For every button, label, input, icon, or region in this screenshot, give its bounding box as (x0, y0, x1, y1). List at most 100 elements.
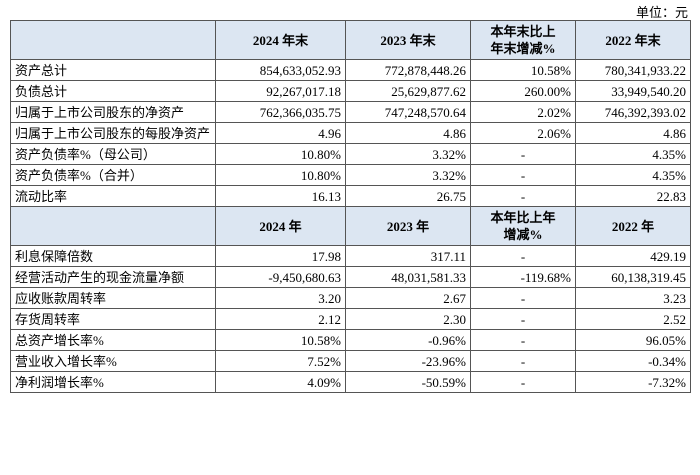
header-row: 2024 年末 2023 年末 本年末比上年末增减% 2022 年末 (10, 20, 691, 60)
table-row: 资产总计 854,633,052.93 772,878,448.26 10.58% 78… (10, 59, 691, 81)
cell: -0.96% (345, 329, 471, 351)
header-cell (10, 20, 216, 60)
cell: 2.02% (470, 101, 576, 123)
cell: 747,248,570.64 (345, 101, 471, 123)
cell: - (470, 308, 576, 330)
cell: 429.19 (575, 245, 691, 267)
row-label: 经营活动产生的现金流量净额 (10, 266, 216, 288)
cell: - (470, 245, 576, 267)
cell: 92,267,017.18 (215, 80, 346, 102)
cell: 2.06% (470, 122, 576, 144)
table-row: 经营活动产生的现金流量净额 -9,450,680.63 48,031,581.33-… (10, 266, 691, 288)
cell: - (470, 329, 576, 351)
header-cell: 2023 年末 (345, 20, 471, 60)
cell: 4.09% (215, 371, 346, 393)
table-row: 负债总计 92,267,017.18 25,629,877.62 260.00% 33,… (10, 80, 691, 102)
cell: -0.34% (575, 350, 691, 372)
table-row: 资产负债率%（合并） 10.80% 3.32% -4.35% (10, 164, 691, 186)
cell: 2.12 (215, 308, 346, 330)
cell: 4.96 (215, 122, 346, 144)
cell: -23.96% (345, 350, 471, 372)
table-row: 利息保障倍数 17.98 317.11-429.19 (10, 245, 691, 267)
cell: 17.98 (215, 245, 346, 267)
header-text: 2023 年 (386, 218, 430, 234)
cell: - (470, 143, 576, 165)
row-label: 应收账款周转率 (10, 287, 216, 309)
table-row: 存货周转率 2.12 2.30-2.52 (10, 308, 691, 330)
cell: 3.23 (575, 287, 691, 309)
table-row: 资产负债率%（母公司） 10.80% 3.32% -4.35% (10, 143, 691, 165)
cell: 16.13 (215, 185, 346, 207)
header-text: 2022 年末 (605, 32, 661, 48)
header-text: 本年末比上年末增减% (490, 24, 556, 56)
cell: 2.52 (575, 308, 691, 330)
cell: 22.83 (575, 185, 691, 207)
cell: 10.58% (215, 329, 346, 351)
header-cell: 2022 年 (575, 206, 691, 246)
cell: 7.52% (215, 350, 346, 372)
cell: -7.32% (575, 371, 691, 393)
cell: 60,138,319.45 (575, 266, 691, 288)
cell: 26.75 (345, 185, 471, 207)
header-text: 2024 年 (259, 218, 302, 234)
row-label: 营业收入增长率% (10, 350, 216, 372)
header-text: 2022 年 (611, 218, 655, 234)
header-cell: 2024 年末 (215, 20, 346, 60)
table-row: 营业收入增长率% 7.52% -23.96% - -0.34% (10, 350, 691, 372)
table-row: 流动比率 16.13 26.75-22.83 (10, 185, 691, 207)
cell: 48,031,581.33 (345, 266, 471, 288)
cell: 2.67 (345, 287, 471, 309)
cell: 3.32% (345, 164, 471, 186)
row-label: 归属于上市公司股东的每股净资产 (10, 122, 216, 144)
cell: 10.80% (215, 164, 346, 186)
header-cell (10, 206, 216, 246)
header-cell: 2022 年末 (575, 20, 691, 60)
cell: 4.35% (575, 164, 691, 186)
header-text: 本年比上年增减% (490, 210, 556, 242)
cell: - (470, 371, 576, 393)
cell: 854,633,052.93 (215, 59, 346, 81)
cell: - (470, 287, 576, 309)
cell: 4.86 (575, 122, 691, 144)
cell: 10.80% (215, 143, 346, 165)
cell: -9,450,680.63 (215, 266, 346, 288)
header-cell: 2023 年 (345, 206, 471, 246)
data-table: 2024 年末 2023 年末 本年末比上年末增减% 2022 年末资产总计 854,6… (10, 20, 691, 393)
cell: 772,878,448.26 (345, 59, 471, 81)
table-row: 归属于上市公司股东的每股净资产 4.96 4.86 2.06% 4.86 (10, 122, 691, 144)
cell: 2.30 (345, 308, 471, 330)
cell: 317.11 (345, 245, 471, 267)
cell: 762,366,035.75 (215, 101, 346, 123)
row-label: 负债总计 (10, 80, 216, 102)
cell: 780,341,933.22 (575, 59, 691, 81)
header-cell: 本年比上年增减% (470, 206, 576, 246)
cell: 4.35% (575, 143, 691, 165)
table-row: 应收账款周转率 3.20 2.67-3.23 (10, 287, 691, 309)
cell: 746,392,393.02 (575, 101, 691, 123)
row-label: 流动比率 (10, 185, 216, 207)
cell: -50.59% (345, 371, 471, 393)
cell: 33,949,540.20 (575, 80, 691, 102)
cell: 260.00% (470, 80, 576, 102)
cell: - (470, 350, 576, 372)
header-cell: 2024 年 (215, 206, 346, 246)
header-text: 2023 年末 (380, 32, 436, 48)
cell: 3.32% (345, 143, 471, 165)
row-label: 资产负债率%（母公司） (10, 143, 216, 165)
cell: -119.68% (470, 266, 576, 288)
row-label: 净利润增长率% (10, 371, 216, 393)
row-label: 利息保障倍数 (10, 245, 216, 267)
cell: 96.05% (575, 329, 691, 351)
table-row: 净利润增长率% 4.09% -50.59% - -7.32% (10, 371, 691, 393)
row-label: 总资产增长率% (10, 329, 216, 351)
cell: 25,629,877.62 (345, 80, 471, 102)
header-cell: 本年末比上年末增减% (470, 20, 576, 60)
row-label: 存货周转率 (10, 308, 216, 330)
row-label: 资产负债率%（合并） (10, 164, 216, 186)
cell: - (470, 164, 576, 186)
table-row: 总资产增长率% 10.58% -0.96% -96.05% (10, 329, 691, 351)
row-label: 资产总计 (10, 59, 216, 81)
row-label: 归属于上市公司股东的净资产 (10, 101, 216, 123)
cell: 10.58% (470, 59, 576, 81)
